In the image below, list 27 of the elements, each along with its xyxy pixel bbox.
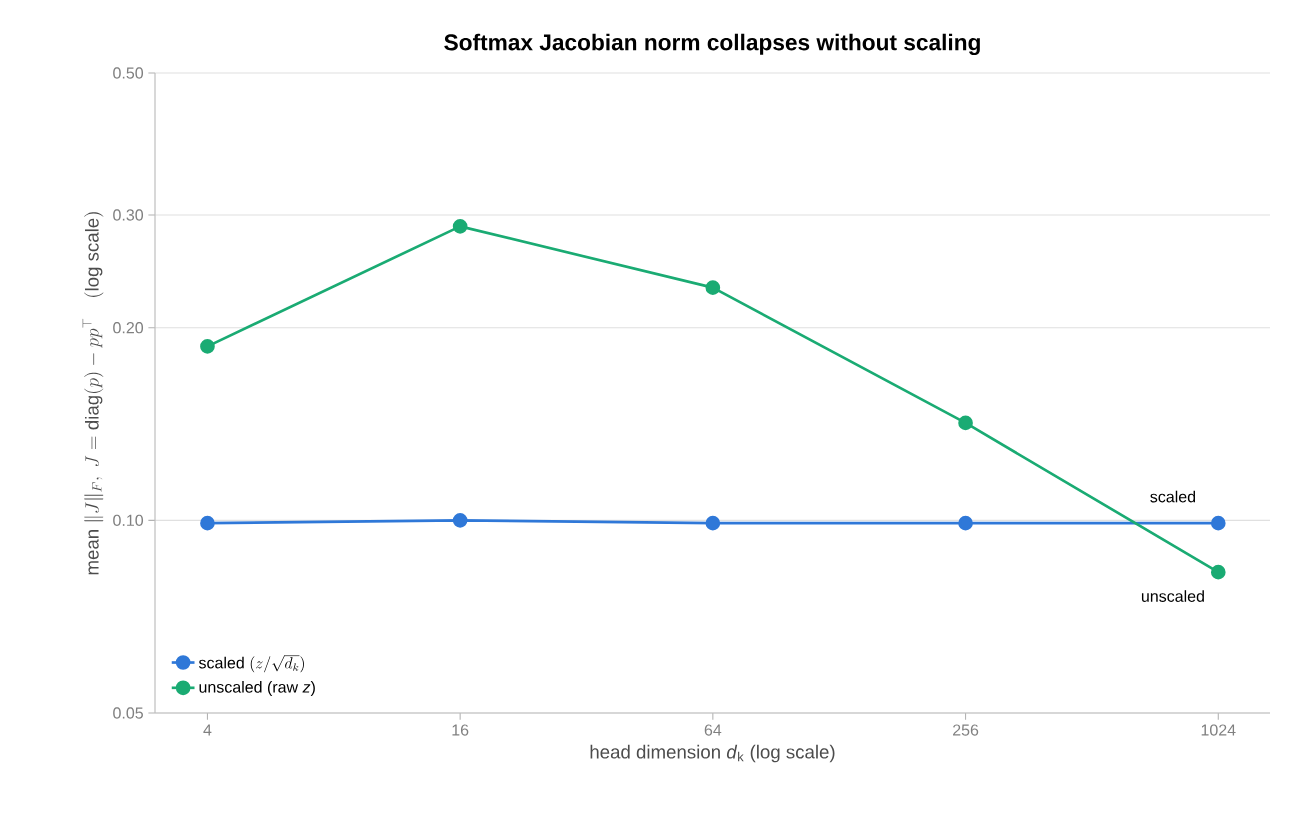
point <box>958 415 973 431</box>
y-tick-label: 0.30 <box>113 209 144 221</box>
y-axis-title: $\mathrm{mean}\ \|J\|_F,\ J = \mathrm{diag}(p) - pp^{\top}\quad (\mathrm{log\ scale})$ <box>82 212 104 575</box>
annotation: scaled <box>1150 490 1196 503</box>
point <box>200 339 215 354</box>
y-tick-label: 0.50 <box>113 67 144 79</box>
point <box>452 513 468 528</box>
y-tick-label: 0.05 <box>113 707 143 719</box>
x-axis-title: head dimension d$_{k}$ (log scale) <box>590 744 835 763</box>
legend-label: $\mathrm{scaled}\ (z/\sqrt{d_k})$ <box>198 655 304 673</box>
chart-title: Softmax Jacobian norm collapses without scaling <box>444 33 980 55</box>
x-tick-label: 16 <box>452 724 469 736</box>
annotation: unscaled <box>1141 590 1204 602</box>
y-tick-label: 0.20 <box>113 322 144 334</box>
point <box>1210 564 1226 580</box>
point <box>958 515 973 531</box>
x-tick-label: 256 <box>953 724 979 736</box>
x-tick-label: 4 <box>203 724 212 736</box>
x-tick-label: 1024 <box>1201 724 1236 736</box>
point <box>705 280 721 295</box>
point <box>200 515 215 531</box>
point <box>705 515 721 531</box>
point <box>1210 515 1226 531</box>
legend-label: unscaled (raw z) <box>199 681 315 696</box>
x-tick-label: 64 <box>704 724 722 736</box>
point <box>452 219 468 234</box>
y-tick-label: 0.10 <box>113 514 144 526</box>
